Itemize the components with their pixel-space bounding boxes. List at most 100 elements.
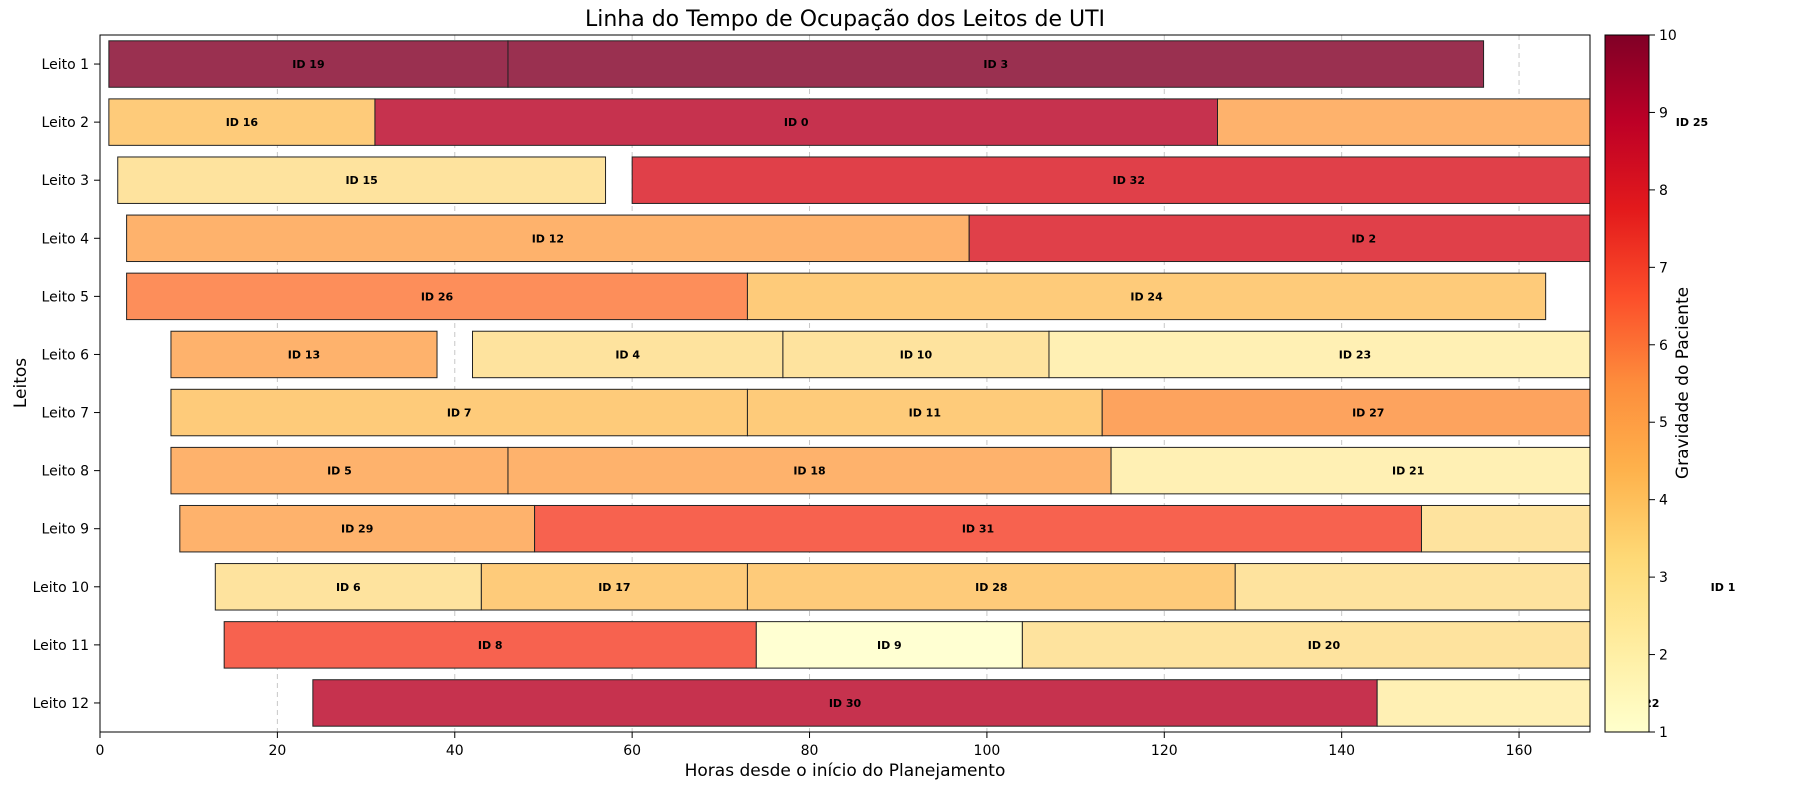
y-tick-label: Leito 10 bbox=[33, 580, 89, 596]
y-tick-label: Leito 8 bbox=[42, 464, 89, 480]
bar-label: ID 13 bbox=[288, 348, 320, 361]
x-axis-label: Horas desde o início do Planejamento bbox=[685, 761, 1006, 781]
colorbar-tick-label: 3 bbox=[1659, 570, 1668, 586]
occupancy-bar bbox=[755, 621, 1023, 669]
occupancy-bar bbox=[108, 98, 376, 146]
bar-label: ID 2 bbox=[1351, 232, 1376, 245]
occupancy-bar bbox=[108, 40, 509, 88]
plot-frame bbox=[99, 34, 1591, 733]
bar-label: ID 1 bbox=[1711, 581, 1736, 594]
y-tick-label: Leito 3 bbox=[42, 173, 89, 189]
grid-lines bbox=[276, 35, 1520, 732]
bar-label: ID 15 bbox=[345, 174, 377, 187]
bar-label: ID 11 bbox=[909, 407, 941, 420]
y-tick-label: Leito 2 bbox=[42, 115, 89, 131]
occupancy-bar bbox=[1376, 679, 1590, 727]
occupancy-bar bbox=[1021, 621, 1590, 669]
occupancy-bar bbox=[534, 504, 1422, 553]
bars-clip-group: ID 19 ID 3 ID 16 ID 0 ID 15 ID 32 ID 12 ID 2 ID … bbox=[108, 40, 1590, 727]
bar-label: ID 24 bbox=[1130, 290, 1163, 303]
y-tick-label: Leito 5 bbox=[42, 289, 89, 305]
occupancy-bar bbox=[170, 330, 438, 379]
y-axis-label: Leitos bbox=[11, 358, 31, 408]
colorbar-tick-label: 9 bbox=[1659, 105, 1668, 121]
bar-label: ID 12 bbox=[532, 232, 564, 245]
colorbar-tick-label: 6 bbox=[1659, 338, 1668, 354]
bar-label: ID 26 bbox=[421, 290, 454, 303]
y-axis: Leito 1 Leito 2 Leito 3 Leito 4 Leito 5 Leito… bbox=[33, 57, 100, 712]
colorbar-tick-label: 7 bbox=[1659, 260, 1668, 276]
occupancy-bar bbox=[968, 214, 1590, 263]
y-tick-label: Leito 11 bbox=[33, 638, 89, 654]
y-tick-label: Leito 9 bbox=[42, 522, 89, 538]
bar-label: ID 9 bbox=[877, 639, 902, 652]
occupancy-bar bbox=[746, 272, 1547, 321]
colorbar-tick-label: 2 bbox=[1659, 648, 1668, 664]
occupancy-bar bbox=[1101, 388, 1590, 437]
x-tick-label: 0 bbox=[96, 743, 105, 759]
colorbar-label: Gravidade do Paciente bbox=[1673, 287, 1693, 479]
occupancy-bar bbox=[480, 563, 748, 611]
occupancy-bar bbox=[507, 40, 1485, 88]
y-tick-label: Leito 4 bbox=[42, 231, 90, 247]
x-tick-label: 120 bbox=[1151, 743, 1178, 759]
bar-label: ID 3 bbox=[983, 58, 1008, 71]
y-tick-label: Leito 7 bbox=[42, 406, 89, 422]
occupancy-bar bbox=[1420, 504, 1590, 553]
occupancy-bar bbox=[1234, 563, 1590, 611]
bar-label: ID 30 bbox=[829, 697, 862, 710]
occupancy-bar bbox=[117, 156, 607, 204]
bar-label: ID 10 bbox=[900, 348, 933, 361]
colorbar-tick-label: 4 bbox=[1659, 493, 1668, 509]
bar-label: ID 16 bbox=[226, 116, 259, 129]
colorbar: 1 2 3 4 5 6 7 8 9 10 bbox=[1604, 28, 1677, 741]
occupancy-bar bbox=[374, 98, 1218, 146]
bar-label: ID 8 bbox=[478, 639, 503, 652]
bar-label: ID 5 bbox=[327, 465, 352, 478]
occupancy-bar bbox=[312, 679, 1378, 727]
bar-label: ID 20 bbox=[1308, 639, 1341, 652]
bar-label: ID 29 bbox=[341, 523, 373, 536]
bar-label: ID 4 bbox=[615, 348, 640, 361]
occupancy-bar bbox=[782, 330, 1050, 379]
x-tick-label: 80 bbox=[801, 743, 819, 759]
bar-label: ID 17 bbox=[598, 581, 630, 594]
colorbar-gradient bbox=[1604, 34, 1650, 733]
bar-label: ID 23 bbox=[1339, 348, 1371, 361]
colorbar-tick-label: 8 bbox=[1659, 183, 1668, 199]
x-tick-label: 40 bbox=[446, 743, 464, 759]
occupancy-bar bbox=[170, 446, 509, 495]
x-tick-label: 140 bbox=[1328, 743, 1355, 759]
y-tick-label: Leito 6 bbox=[42, 347, 90, 363]
bar-label: ID 21 bbox=[1392, 465, 1424, 478]
bar-label: ID 6 bbox=[336, 581, 361, 594]
occupancy-bar bbox=[179, 504, 536, 553]
bars: ID 19 ID 3 ID 16 ID 0 ID 15 ID 32 ID 12 ID 2 ID … bbox=[108, 40, 1590, 727]
x-axis: 0 20 40 60 80 100 120 140 160 bbox=[96, 732, 1533, 759]
bar-label: ID 32 bbox=[1113, 174, 1145, 187]
x-tick-label: 60 bbox=[623, 743, 641, 759]
occupancy-bar bbox=[1048, 330, 1590, 379]
occupancy-bar bbox=[170, 388, 748, 437]
bar-label: ID 7 bbox=[447, 407, 472, 420]
bar-label: ID 27 bbox=[1352, 407, 1384, 420]
bar-label: ID 18 bbox=[793, 465, 825, 478]
bar-label: ID 28 bbox=[975, 581, 1007, 594]
y-tick-label: Leito 12 bbox=[33, 696, 89, 712]
x-tick-label: 160 bbox=[1506, 743, 1533, 759]
bar-label: ID 19 bbox=[292, 58, 324, 71]
occupancy-bar bbox=[126, 214, 970, 263]
occupancy-bar bbox=[631, 156, 1590, 204]
colorbar-tick-label: 1 bbox=[1659, 725, 1668, 741]
x-tick-label: 100 bbox=[974, 743, 1001, 759]
occupancy-bar bbox=[472, 330, 784, 379]
occupancy-bar bbox=[126, 272, 748, 321]
x-tick-label: 20 bbox=[268, 743, 286, 759]
bar-label: ID 31 bbox=[962, 523, 994, 536]
colorbar-tick-label: 10 bbox=[1659, 28, 1677, 44]
occupancy-bar bbox=[1110, 446, 1590, 495]
bar-label: ID 25 bbox=[1676, 116, 1708, 129]
occupancy-bar bbox=[1217, 98, 1590, 146]
